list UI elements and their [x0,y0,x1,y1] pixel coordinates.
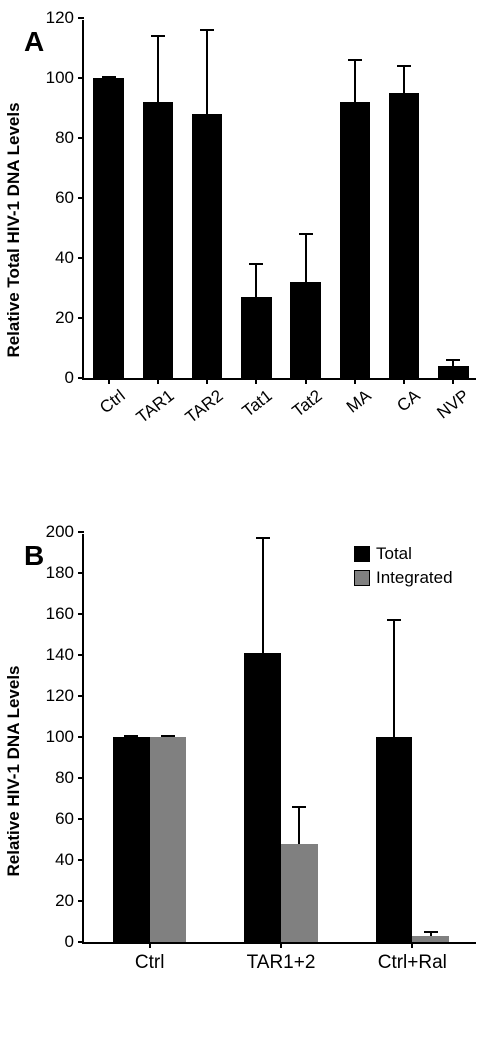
x-tickmark [403,378,405,384]
error-bar [305,234,307,282]
error-bar [354,60,356,102]
y-tick-label: 0 [40,932,84,952]
panel-a-chart: 020406080100120CtrlTAR1TAR2Tat1Tat2MACAN… [82,20,476,380]
error-cap [249,263,263,265]
x-tickmark [280,942,282,948]
y-tick-label: 40 [40,248,84,268]
y-tick-label: 180 [40,563,84,583]
bar [376,737,413,942]
error-cap [200,29,214,31]
bar [281,844,318,942]
error-bar [298,807,300,844]
error-cap [424,931,438,933]
x-tickmark [354,378,356,384]
bar [192,114,223,378]
x-tickmark [305,378,307,384]
bar [150,737,187,942]
bar [412,936,449,942]
x-tickmark [149,942,151,948]
bar [93,78,124,378]
panel-b: B Relative HIV-1 DNA Levels TotalIntegra… [0,534,500,1056]
y-tick-label: 140 [40,645,84,665]
bar [113,737,150,942]
error-bar [255,264,257,297]
panel-b-bars [84,534,476,942]
x-label: Ctrl [84,952,215,974]
error-cap [256,537,270,539]
x-label: Ctrl+Ral [347,952,478,974]
y-tick-label: 100 [40,727,84,747]
y-tick-label: 120 [40,686,84,706]
error-bar [393,620,395,737]
panel-b-y-label: Relative HIV-1 DNA Levels [4,566,24,976]
error-cap [397,65,411,67]
panel-b-chart: TotalIntegrated 020406080100120140160180… [82,534,476,944]
error-cap [299,233,313,235]
y-tick-label: 80 [40,128,84,148]
x-tickmark [108,378,110,384]
error-bar [157,36,159,102]
x-tickmark [206,378,208,384]
bar [143,102,174,378]
y-tick-label: 0 [40,368,84,388]
bar [290,282,321,378]
bar [340,102,371,378]
panel-a: A Relative Total HIV-1 DNA Levels 020406… [0,20,500,512]
error-cap [292,806,306,808]
error-cap [102,76,116,78]
panel-a-bars [84,20,476,378]
y-tick-label: 80 [40,768,84,788]
bar [241,297,272,378]
bar [389,93,420,378]
error-cap [446,359,460,361]
panel-b-label: B [24,540,44,572]
y-tick-label: 20 [40,308,84,328]
error-bar [403,66,405,93]
error-cap [161,735,175,737]
panel-a-y-label: Relative Total HIV-1 DNA Levels [4,50,24,410]
y-tick-label: 60 [40,809,84,829]
y-tick-label: 40 [40,850,84,870]
y-tick-label: 120 [40,8,84,28]
bar [438,366,469,378]
bar [244,653,281,942]
error-bar [262,538,264,653]
y-tick-label: 200 [40,522,84,542]
x-tickmark [157,378,159,384]
x-label: TAR1+2 [215,952,346,974]
error-cap [387,619,401,621]
error-cap [348,59,362,61]
error-cap [151,35,165,37]
error-bar [206,30,208,114]
y-tick-label: 20 [40,891,84,911]
error-cap [124,735,138,737]
panel-a-label: A [24,26,44,58]
x-tickmark [255,378,257,384]
y-tick-label: 60 [40,188,84,208]
y-tick-label: 160 [40,604,84,624]
y-tick-label: 100 [40,68,84,88]
x-tickmark [452,378,454,384]
x-tickmark [411,942,413,948]
